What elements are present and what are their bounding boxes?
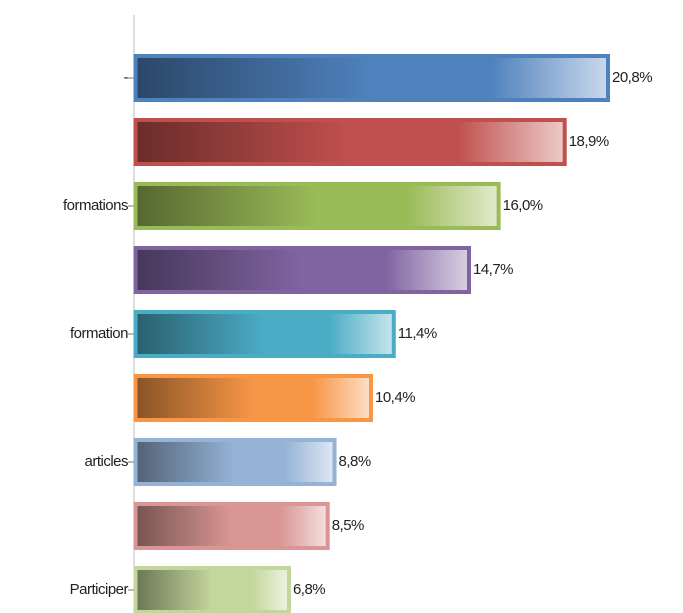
value-label: 11,4% xyxy=(398,325,437,342)
y-tick-label: Participer xyxy=(70,581,129,598)
value-label: 18,9% xyxy=(569,133,609,150)
value-label: 8,5% xyxy=(332,517,364,534)
bar xyxy=(133,502,330,550)
y-tick-label: formations xyxy=(63,197,128,214)
bar xyxy=(133,54,610,102)
value-label: 14,7% xyxy=(473,261,513,278)
value-label: 10,4% xyxy=(375,389,415,406)
y-tick-label: formation xyxy=(70,325,128,342)
bar xyxy=(133,566,291,613)
bar xyxy=(133,374,373,422)
bar xyxy=(133,182,501,230)
bar xyxy=(133,310,396,358)
y-tick-label: - xyxy=(124,69,129,86)
value-label: 8,8% xyxy=(339,453,371,470)
value-label: 16,0% xyxy=(503,197,543,214)
bar xyxy=(133,118,567,166)
value-label: 6,8% xyxy=(293,581,325,598)
bar xyxy=(133,438,337,486)
y-tick-label: articles xyxy=(84,453,128,470)
bar xyxy=(133,246,471,294)
value-label: 20,8% xyxy=(612,69,652,86)
